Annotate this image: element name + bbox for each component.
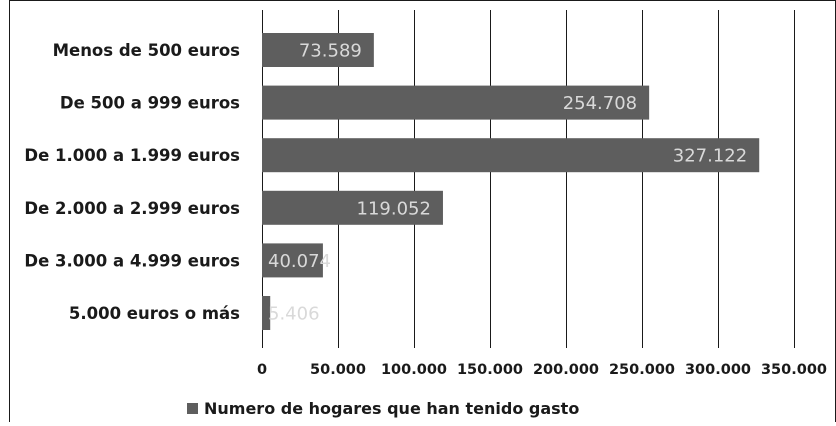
category-label: 5.000 euros o más [69, 304, 240, 323]
data-label: 254.708 [563, 93, 637, 114]
bar [262, 85, 650, 120]
category-label: De 2.000 a 2.999 euros [24, 199, 240, 218]
data-label: 5.406 [268, 304, 320, 325]
x-tick-label: 150.000 [457, 362, 523, 378]
x-axis-tick-labels: 0 50.000 100.000 150.000 200.000 250.000 300.0… [257, 362, 827, 378]
bar [262, 33, 374, 67]
data-label: 73.589 [299, 41, 362, 62]
category-label: De 1.000 a 1.999 euros [24, 146, 240, 165]
legend-label: Numero de hogares que han tenido gasto [204, 399, 579, 418]
data-label: 40.074 [268, 251, 331, 272]
category-labels: Menos de 500 euros De 500 a 999 euros De 1… [24, 41, 240, 323]
bar [262, 296, 271, 330]
data-labels: 73.589 254.708 327.122 119.052 40.074 5.406 [268, 41, 747, 325]
x-tick-label: 350.000 [761, 362, 827, 378]
legend-swatch [187, 403, 198, 414]
data-label: 327.122 [673, 146, 747, 167]
x-tick-label: 200.000 [533, 362, 599, 378]
x-tick-label: 50.000 [310, 362, 366, 378]
category-label: Menos de 500 euros [53, 41, 241, 60]
bars [262, 33, 760, 330]
x-tick-label: 0 [257, 362, 267, 378]
bar [262, 138, 760, 173]
bar [262, 190, 443, 225]
x-tick-label: 300.000 [685, 362, 751, 378]
x-tick-label: 250.000 [609, 362, 675, 378]
x-tick-label: 100.000 [381, 362, 447, 378]
category-label: De 3.000 a 4.999 euros [24, 251, 240, 270]
data-label: 119.052 [357, 198, 431, 219]
category-label: De 500 a 999 euros [60, 94, 240, 113]
legend: Numero de hogares que han tenido gasto [187, 399, 579, 418]
bar [262, 243, 323, 278]
